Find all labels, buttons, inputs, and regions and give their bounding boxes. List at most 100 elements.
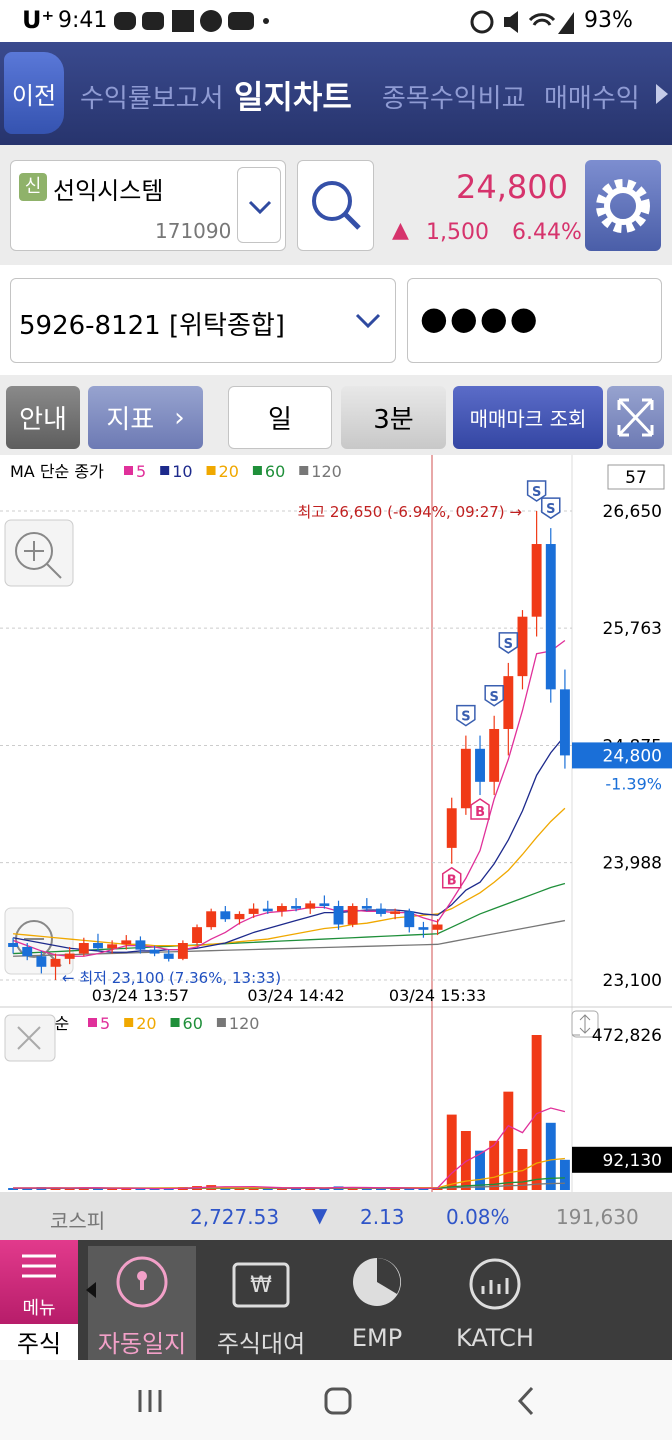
password-box[interactable]: ●●●●: [407, 278, 662, 363]
y-tick-label: 23,100: [603, 971, 662, 991]
tab-arrow[interactable]: [654, 82, 670, 106]
current-price: 24,800: [603, 746, 662, 766]
volume-bar: [418, 1188, 429, 1190]
candle-body: [347, 906, 358, 925]
volume-bar: [390, 1188, 401, 1190]
volume-bar: [319, 1188, 330, 1190]
volume-bar: [446, 1114, 457, 1190]
candle-body: [559, 689, 570, 756]
candle-body: [93, 943, 103, 949]
volume-bar: [121, 1188, 132, 1190]
candle-body: [390, 911, 401, 914]
indicator-button[interactable]: 지표 ›: [88, 386, 203, 449]
volume-bar: [22, 1188, 33, 1190]
trade-mark-tag: [456, 704, 476, 727]
volume-bar: [262, 1188, 273, 1190]
svg-text:₩: ₩: [250, 1273, 272, 1298]
guide-button[interactable]: 안내: [6, 386, 80, 449]
tab[interactable]: 수익률보고서: [80, 84, 224, 114]
stock-box[interactable]: 신 선익시스템 171090: [10, 160, 286, 251]
back-button[interactable]: 이전: [4, 52, 64, 134]
trade-mark: S: [546, 502, 555, 517]
y-tick-label: 26,650: [603, 502, 662, 522]
stock-code: 171090: [155, 219, 232, 243]
menu-button[interactable]: 메뉴: [0, 1240, 78, 1324]
low-note: ← 최저 23,100 (7.36%, 13:33): [62, 969, 281, 987]
candle-body: [135, 940, 146, 950]
interval-select[interactable]: 3분: [341, 386, 446, 449]
x-tick-label: 03/24 13:57: [92, 986, 189, 1005]
legend-swatch: [252, 466, 262, 475]
current-rate: -1.39%: [605, 774, 662, 793]
x-tick-label: 03/24 15:33: [389, 986, 486, 1005]
password: ●●●●: [420, 299, 540, 337]
close-volume[interactable]: [4, 1014, 56, 1062]
index-value: 2,727.53: [190, 1205, 280, 1229]
candle-body: [149, 949, 160, 954]
candle-body: [319, 903, 330, 907]
carrier: U⁺: [22, 6, 55, 34]
account-box[interactable]: 5926-8121 [위탁종합]: [10, 278, 396, 363]
system-nav: [0, 1360, 672, 1440]
index-rate: 0.08%: [446, 1205, 510, 1229]
status-icons: [114, 10, 269, 32]
settings-button[interactable]: [585, 160, 661, 251]
candle-body: [305, 903, 316, 909]
tab[interactable]: 종목수익비교: [382, 84, 526, 114]
candle-body: [121, 940, 132, 945]
candle-body: [291, 906, 302, 909]
trade-mark-tag: [484, 685, 504, 707]
candle-body: [503, 676, 514, 729]
resize-handle[interactable]: [571, 1010, 599, 1038]
volume-bar: [489, 1140, 500, 1190]
nav-item[interactable]: 자동일지: [97, 1330, 187, 1358]
volume-bar: [149, 1189, 160, 1190]
volume-bar: [460, 1130, 471, 1190]
y-tick-label: 25,763: [603, 619, 662, 639]
nav-item[interactable]: 주식대여: [216, 1330, 306, 1358]
tab[interactable]: 매매수익: [544, 84, 640, 114]
nav-item[interactable]: KATCH: [456, 1324, 534, 1352]
zoom-in[interactable]: [4, 519, 74, 587]
candle-body: [418, 927, 429, 930]
candle-body: [432, 924, 443, 930]
ma-line: [13, 807, 566, 947]
trade-mark-tag: [441, 866, 462, 889]
trade-mark: S: [489, 690, 498, 705]
candle-body: [220, 911, 231, 920]
y-tick-label: 472,826: [592, 1026, 662, 1046]
volume-bar: [545, 1122, 556, 1190]
nav-item[interactable]: EMP: [351, 1324, 403, 1352]
index-name: 코스피: [50, 1209, 106, 1233]
stock-change: 1,500: [426, 220, 489, 245]
volume-bar: [531, 1035, 542, 1190]
legend-label: 120: [229, 1014, 260, 1033]
stock-menu[interactable]: 주식: [0, 1324, 78, 1360]
candle-body: [22, 946, 33, 957]
ma-line: [13, 882, 566, 955]
legend-swatch: [170, 1018, 180, 1027]
trade-mark: S: [504, 637, 513, 652]
trade-mark-button[interactable]: 매매마크 조회: [453, 386, 603, 449]
current-volume: 92,130: [603, 1151, 662, 1171]
legend-label: 10: [172, 462, 192, 481]
legend-label: 60: [265, 462, 285, 481]
search-button[interactable]: [297, 160, 374, 251]
count-text: 57: [625, 468, 647, 488]
volume-bar: [163, 1188, 174, 1190]
chart: 57 MA 단순 종가 MA 단순 23,10023,98824,87525,7…: [0, 455, 672, 1192]
expand-button[interactable]: [607, 386, 664, 449]
tab-bar: 이전 수익률보고서 일지차트 종목수익비교 매매수익: [0, 42, 672, 145]
period-select[interactable]: 일: [228, 386, 332, 449]
bottom-nav: 메뉴 주식 ₩ 자동일지 주식대여 EMP KATCH: [0, 1240, 672, 1360]
status-bar: U⁺ 9:41 93%: [0, 0, 672, 42]
legend-swatch: [216, 1018, 226, 1027]
index-bar: 코스피 2,727.53 ▼ 2.13 0.08% 191,630: [0, 1192, 672, 1240]
tab-active[interactable]: 일지차트: [234, 78, 352, 116]
volume-bar: [361, 1188, 372, 1190]
dropdown[interactable]: [237, 167, 281, 243]
stock-change-rate: 6.44%: [512, 220, 582, 245]
trade-mark: B: [447, 874, 457, 889]
